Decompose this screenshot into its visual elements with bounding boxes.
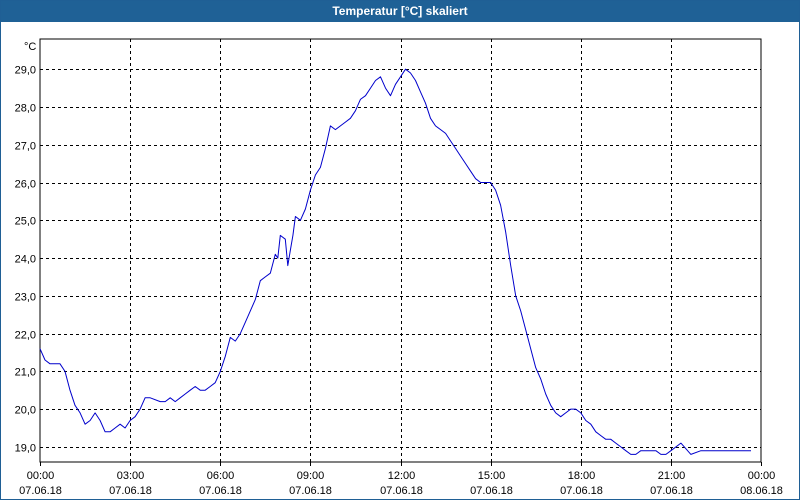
x-tick-time-label: 06:00 bbox=[207, 470, 235, 482]
x-tick-date-label: 07.06.18 bbox=[289, 485, 332, 497]
x-tick-time-label: 09:00 bbox=[297, 470, 325, 482]
x-tick-date-label: 07.06.18 bbox=[19, 485, 62, 497]
x-tick-time-label: 18:00 bbox=[568, 470, 596, 482]
y-tick-label: 22,0 bbox=[15, 330, 36, 342]
y-tick-label: 19,0 bbox=[15, 443, 36, 455]
y-tick-label: 28,0 bbox=[15, 103, 36, 115]
y-tick-label: 25,0 bbox=[15, 216, 36, 228]
y-tick-label: 24,0 bbox=[15, 254, 36, 266]
y-tick-label: 29,0 bbox=[15, 65, 36, 77]
y-tick-label: 21,0 bbox=[15, 367, 36, 379]
plot-area-frame bbox=[39, 38, 762, 463]
window-title: Temperatur [°C] skaliert bbox=[1, 1, 799, 22]
x-tick-date-label: 07.06.18 bbox=[470, 485, 513, 497]
x-tick-date-label: 07.06.18 bbox=[380, 485, 423, 497]
y-tick-label: 20,0 bbox=[15, 405, 36, 417]
y-axis-unit-label: °C bbox=[24, 41, 36, 53]
x-tick-time-label: 00:00 bbox=[27, 470, 55, 482]
x-tick-date-label: 07.06.18 bbox=[650, 485, 693, 497]
x-tick-date-label: 07.06.18 bbox=[109, 485, 152, 497]
x-tick-time-label: 21:00 bbox=[658, 470, 686, 482]
y-tick-label: 23,0 bbox=[15, 292, 36, 304]
x-tick-time-label: 00:00 bbox=[748, 470, 776, 482]
x-tick-date-label: 07.06.18 bbox=[199, 485, 242, 497]
x-tick-time-label: 15:00 bbox=[478, 470, 506, 482]
x-tick-date-label: 07.06.18 bbox=[560, 485, 603, 497]
x-tick-time-label: 12:00 bbox=[388, 470, 416, 482]
grid-lines bbox=[40, 39, 761, 462]
y-tick-label: 26,0 bbox=[15, 179, 36, 191]
temperature-line bbox=[39, 68, 751, 455]
y-tick-label: 27,0 bbox=[15, 141, 36, 153]
y-axis-ticks: 19,0 20,0 21,0 22,0 23,0 24,0 25,0 26,0 27,0 28,0… bbox=[15, 65, 36, 455]
x-tick-date-label: 08.06.18 bbox=[740, 485, 783, 497]
x-tick-time-label: 03:00 bbox=[117, 470, 145, 482]
x-axis-ticks: 00:00 07.06.18 03:00 07.06.18 06:00 07.06.18 0… bbox=[19, 462, 783, 497]
